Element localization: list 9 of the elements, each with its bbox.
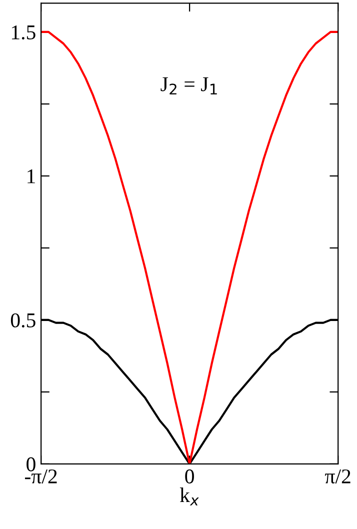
x-tick-label: -π/2 <box>25 469 57 484</box>
y-tick-label: 1 <box>28 169 35 184</box>
y-tick-label: 0 <box>26 457 36 472</box>
y-tick-label: 0.5 <box>10 313 36 328</box>
annotation: J$_{2}$ = J$_{1}$ <box>160 77 217 94</box>
y-tick-label: 1.5 <box>12 25 36 40</box>
x-tick-label: π/2 <box>325 469 350 484</box>
x-axis-title: k$_{x}$ <box>180 488 199 506</box>
x-tick-label: 0 <box>185 469 194 484</box>
